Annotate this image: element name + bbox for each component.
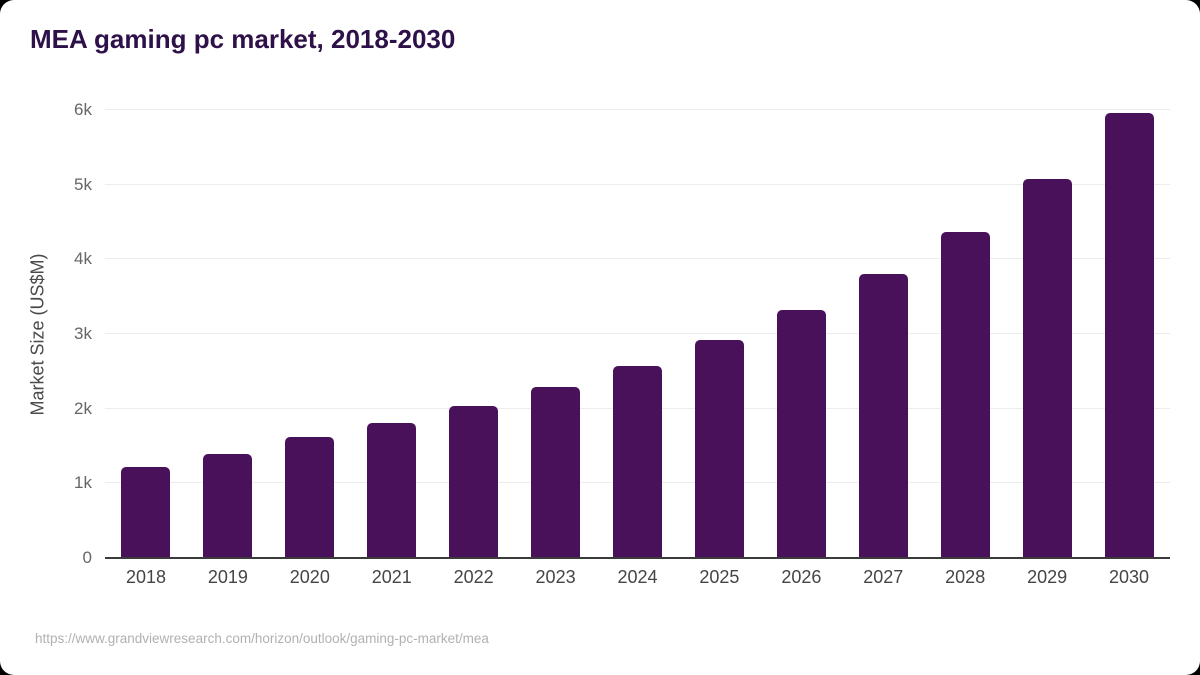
bar-slot-2019 — [187, 110, 269, 558]
bar-2023[interactable] — [531, 386, 581, 558]
gridline-6k — [105, 109, 1170, 110]
bar-slot-2026 — [760, 110, 842, 558]
bar-slot-2025 — [678, 110, 760, 558]
bar-2020[interactable] — [285, 437, 335, 558]
x-axis-baseline — [105, 557, 1170, 559]
xtick-label-2026: 2026 — [781, 567, 822, 587]
xtick-label-2022: 2022 — [453, 567, 494, 587]
bar-slot-2018 — [105, 110, 187, 558]
bar-slot-2029 — [1006, 110, 1088, 558]
xtick-label-2020: 2020 — [289, 567, 330, 587]
bar-2019[interactable] — [203, 454, 253, 558]
bar-slot-2020 — [269, 110, 351, 558]
xtick-label-2024: 2024 — [617, 567, 658, 587]
bar-2025[interactable] — [694, 339, 744, 558]
bar-2022[interactable] — [449, 406, 499, 558]
y-axis-title-label: Market Size (US$M) — [27, 252, 48, 416]
gridline-3k — [105, 333, 1170, 334]
ytick-label-0: 0 — [82, 548, 92, 567]
ytick-label-2k: 2k — [74, 398, 92, 418]
bar-slot-2023 — [515, 110, 597, 558]
ytick-label-1k: 1k — [74, 473, 92, 493]
gridline-5k — [105, 183, 1170, 185]
ytick-label-5k: 5k — [74, 174, 92, 194]
bar-2030[interactable] — [1104, 113, 1154, 558]
xtick-label-2021: 2021 — [371, 567, 412, 587]
bar-2021[interactable] — [367, 423, 417, 558]
bar-2018[interactable] — [121, 466, 171, 558]
xtick-label-2028: 2028 — [945, 567, 986, 587]
bar-slot-2028 — [924, 110, 1006, 558]
xtick-label-2023: 2023 — [535, 567, 576, 587]
bars-layer — [105, 110, 1170, 558]
bar-2024[interactable] — [612, 365, 662, 558]
plot-area: 0 1k 2k 3k 4k 5k 6k — [74, 100, 1170, 567]
bar-slot-2021 — [351, 110, 433, 558]
gridline-4k — [105, 258, 1170, 260]
bar-slot-2024 — [597, 110, 679, 558]
bar-2026[interactable] — [776, 310, 826, 558]
bar-2027[interactable] — [858, 273, 908, 558]
chart-title: MEA gaming pc market, 2018-2030 — [30, 24, 456, 54]
xtick-label-2019: 2019 — [207, 567, 248, 587]
x-axis-labels: 2018 2019 2020 2021 2022 2023 2024 2025 2026 2027… — [105, 567, 1170, 588]
ytick-label-6k: 6k — [74, 100, 92, 119]
bar-2029[interactable] — [1022, 179, 1072, 558]
xtick-label-2030: 2030 — [1109, 567, 1150, 587]
ytick-label-4k: 4k — [74, 249, 92, 269]
xtick-label-2029: 2029 — [1027, 567, 1068, 587]
bar-slot-2022 — [433, 110, 515, 558]
xtick-label-2027: 2027 — [863, 567, 904, 587]
source-url-text: https://www.grandviewresearch.com/horizo… — [35, 631, 489, 646]
y-axis-title: Market Size (US$M) — [14, 110, 62, 558]
xtick-label-2025: 2025 — [699, 567, 740, 587]
bar-slot-2030 — [1088, 110, 1170, 558]
bar-slot-2027 — [842, 110, 924, 558]
ytick-label-3k: 3k — [74, 324, 92, 343]
bar-2028[interactable] — [940, 232, 990, 558]
xtick-label-2018: 2018 — [125, 567, 166, 587]
